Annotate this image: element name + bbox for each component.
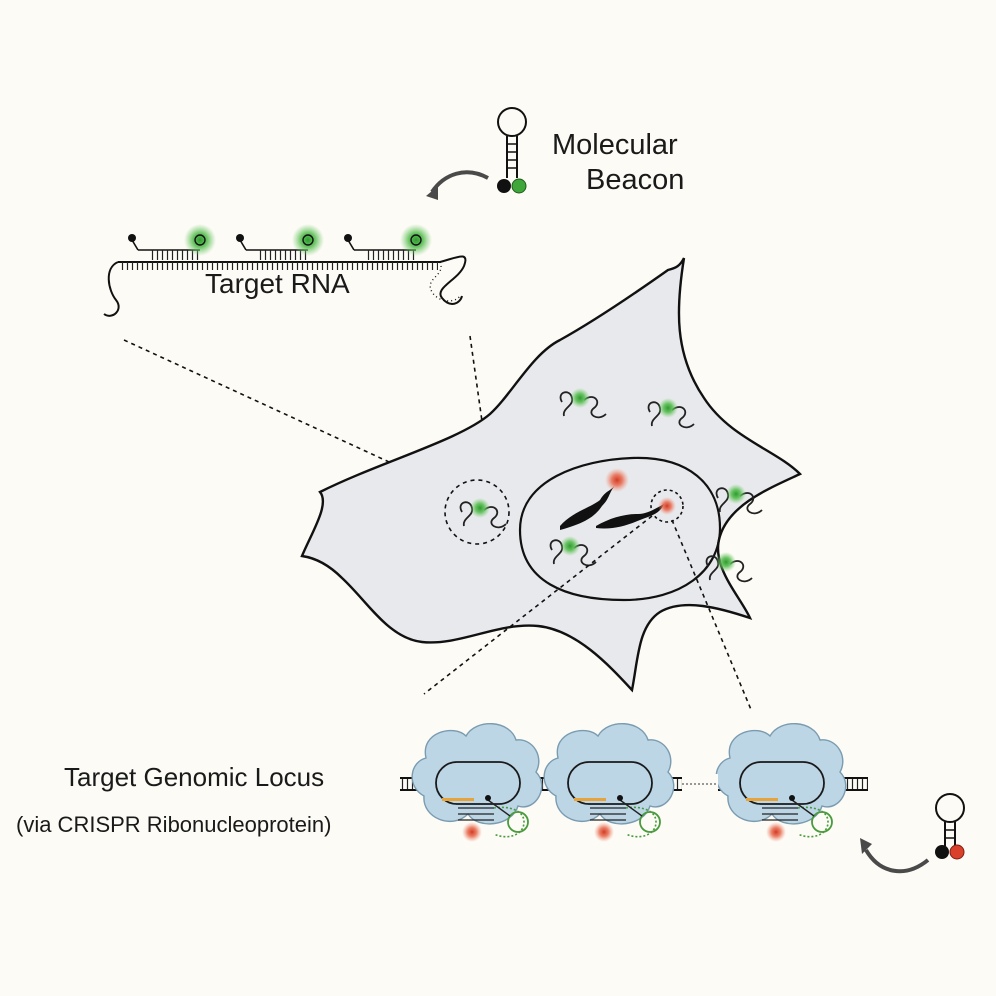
crispr-ribonucleoprotein-label: (via CRISPR Ribonucleoprotein) (16, 812, 332, 837)
target-genomic-locus-label: Target Genomic Locus (64, 762, 325, 792)
molecular-beacon-green (497, 107, 527, 194)
target-rna-strand (103, 224, 467, 317)
crispr-rnp-1 (411, 722, 543, 843)
beacon-label-line2: Beacon (586, 164, 685, 196)
molecular-beacon-red (935, 793, 965, 860)
beacon-label-line1: Molecular (552, 129, 678, 161)
cell-body (300, 257, 803, 693)
crispr-rnp-3 (715, 722, 847, 843)
curved-arrow-icon (430, 170, 489, 194)
zoom-circle-rna (444, 479, 510, 545)
chromosome-icon (560, 484, 664, 530)
zoom-circle-locus (650, 489, 684, 523)
target-rna-label: Target RNA (205, 268, 350, 299)
molecular-beacon-label: Molecular Beacon (552, 128, 684, 198)
nucleus (518, 456, 722, 602)
crispr-rnp-2 (543, 722, 675, 843)
curved-arrow-icon-2 (864, 848, 930, 874)
red-fluorescent-spot (605, 468, 629, 492)
